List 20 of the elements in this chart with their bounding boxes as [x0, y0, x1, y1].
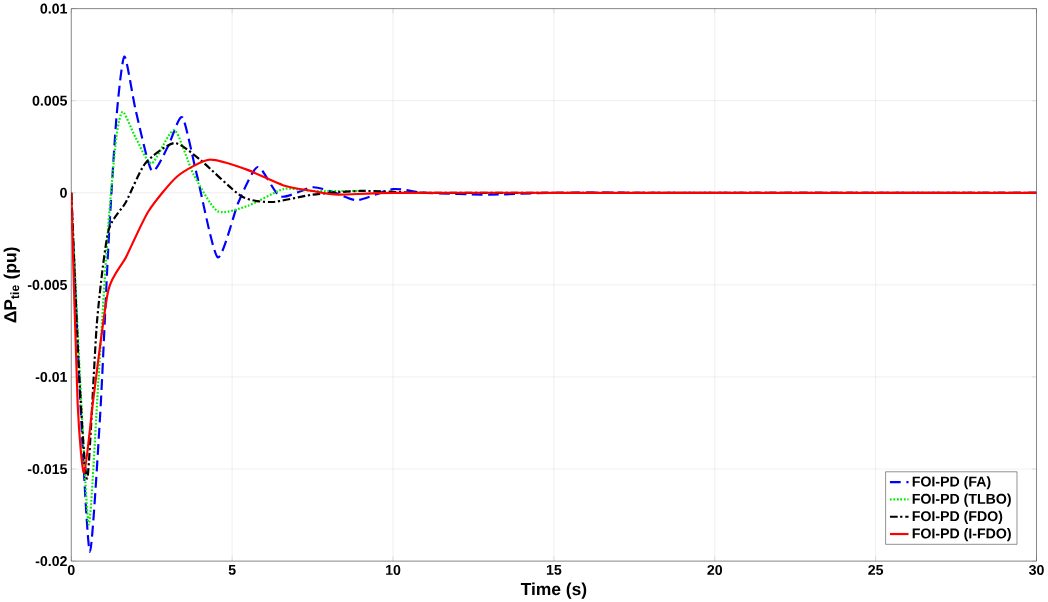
- y-tick-label: 0.005: [32, 95, 68, 106]
- x-tick-label: 30: [1028, 564, 1044, 575]
- legend-label: FOI-PD (I-FDO): [912, 527, 1011, 542]
- x-tick-label: 20: [707, 564, 723, 575]
- y-tick-label: -0.01: [35, 371, 68, 382]
- y-tick-label: -0.02: [35, 555, 67, 566]
- legend-label: FOI-PD (FDO): [912, 510, 1003, 524]
- y-tick-label: 0.01: [40, 3, 68, 14]
- x-tick-label: 0: [67, 564, 75, 575]
- x-tick-label: 25: [868, 564, 884, 575]
- x-tick-label: 5: [228, 564, 236, 575]
- x-tick-label: 15: [546, 564, 562, 575]
- legend-label: FOI-PD (FA): [912, 475, 991, 490]
- y-tick-label: -0.005: [27, 279, 68, 290]
- y-tick-label: -0.015: [27, 463, 68, 474]
- x-tick-label: 10: [386, 564, 401, 575]
- legend-label: FOI-PD (TLBO): [912, 493, 1011, 507]
- y-axis-title: ΔP$_{tie}$ (pu): [3, 247, 20, 323]
- y-tick-label: 0: [60, 187, 67, 198]
- x-axis-title: Time (s): [520, 582, 587, 599]
